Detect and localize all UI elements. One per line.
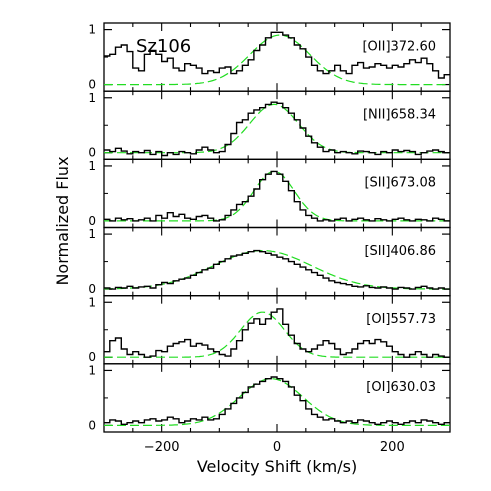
panel-line-label: [OI]630.03 xyxy=(366,380,436,395)
y-axis-label: Normalized Flux xyxy=(53,156,72,285)
y-tick-label: 0 xyxy=(88,418,96,432)
x-axis-label: Velocity Shift (km/s) xyxy=(197,457,357,476)
spectrum-panel: 0 1 [SII]673.08 xyxy=(88,158,451,229)
flux-histogram-line xyxy=(104,170,450,222)
y-tick-label: 1 xyxy=(88,295,96,309)
y-tick-label: 1 xyxy=(88,363,96,377)
gaussian-fit-line xyxy=(104,311,450,358)
y-tick-label: 0 xyxy=(88,350,96,364)
spectrum-panel: 0 1 [SII]406.86 xyxy=(88,226,451,297)
panel-frame xyxy=(103,22,451,92)
panel-line-label: [NII]658.34 xyxy=(363,107,436,122)
spectrum-panel: 0 1 [OI]557.73 xyxy=(88,295,451,365)
y-tick-label: 1 xyxy=(88,159,96,173)
panels-layer: 01[OII]372.6001[NII]658.3401[SII]673.080… xyxy=(88,22,451,433)
panel-frame xyxy=(103,363,451,433)
flux-histogram-line xyxy=(104,308,450,358)
flux-histogram-line xyxy=(104,249,450,290)
y-tick-label: 0 xyxy=(88,282,96,296)
y-tick-label: 0 xyxy=(88,214,96,228)
x-tick-label: −200 xyxy=(144,440,180,455)
y-tick-label: 1 xyxy=(88,227,96,241)
panel-line-label: [SII]673.08 xyxy=(364,176,436,191)
x-axis-ticks: −200 0 200 xyxy=(144,440,405,455)
x-tick-label: 0 xyxy=(273,440,281,455)
panel-line-label: [OII]372.60 xyxy=(362,39,436,54)
spectrum-panel: 0 1 [NII]658.34 xyxy=(88,90,451,160)
spectrum-panel: 0 1 [OII]372.60 xyxy=(88,22,451,92)
x-tick-label: 200 xyxy=(380,440,405,455)
panel-frame xyxy=(103,90,451,160)
spectrum-panel: 0 1 [OI]630.03 xyxy=(88,363,451,433)
panel-line-label: [OI]557.73 xyxy=(366,312,436,327)
chart-title: Sz106 xyxy=(136,36,191,57)
y-tick-label: 1 xyxy=(88,91,96,105)
gaussian-fit-line xyxy=(104,34,450,86)
flux-histogram-line xyxy=(104,376,450,425)
flux-histogram-line xyxy=(104,31,450,79)
y-tick-label: 0 xyxy=(88,78,96,92)
panel-line-label: [SII]406.86 xyxy=(364,244,436,259)
flux-histogram-line xyxy=(104,101,450,157)
y-tick-label: 1 xyxy=(88,23,96,37)
y-tick-label: 0 xyxy=(88,146,96,160)
